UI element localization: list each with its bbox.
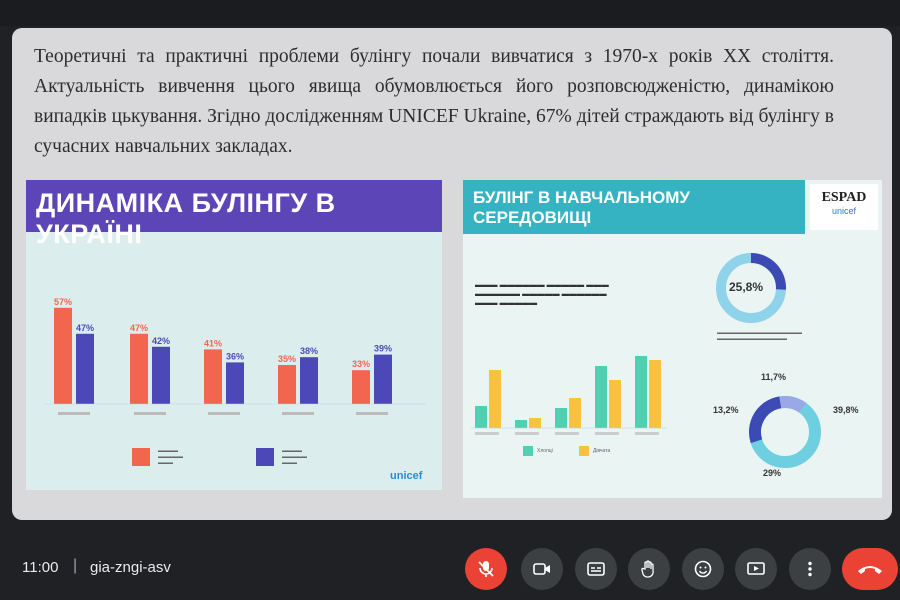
bar-a-1 [130,333,148,404]
bar-a-4 [352,370,370,404]
title-line-2: СЕРЕДОВИЩІ [473,208,592,227]
present-screen-button[interactable] [735,548,777,590]
mic-off-icon [478,561,494,577]
emoji-icon [694,560,712,578]
legend-boys-swatch [523,446,533,456]
rbar-girls-3 [609,380,621,428]
bar-label-b-2: 36% [226,351,244,361]
camera-icon [533,563,550,575]
dynamics-bar-chart: 57% 47% 47% 42% 41% 36% 35% 38% 33% 39% [44,297,426,415]
donut-value-3: 39,8% [833,405,859,415]
rbar-girls-4 [649,360,661,428]
hand-icon [641,560,654,578]
captions-icon [587,562,605,576]
category-tick-4 [356,412,388,415]
shared-screen: Теоретичні та практичні проблеми булінгу… [12,28,892,520]
mic-toggle-button[interactable] [465,548,507,590]
rcat-tick-4 [635,432,659,435]
school-bullying-title: БУЛІНГ В НАВЧАЛЬНОМУ СЕРЕДОВИЩІ [463,180,805,234]
title-line-1: БУЛІНГ В НАВЧАЛЬНОМУ [473,188,691,207]
bar-label-a-2: 41% [204,338,222,348]
bullying-dynamics-panel: ДИНАМІКА БУЛІНГУ В УКРАЇНІ 57% 47% 47% 42% 4… [26,180,442,490]
legend-swatch-b [256,448,274,466]
rbar-boys-0 [475,406,487,428]
category-tick-0 [58,412,90,415]
donut-bottom-segment-a [749,396,782,444]
donut-bottom-segment-b [779,396,807,413]
bar-label-b-1: 42% [152,336,170,346]
donut-value-1: 11,7% [761,372,787,382]
rbar-girls-2 [569,398,581,428]
school-bullying-panel: БУЛІНГ В НАВЧАЛЬНОМУ СЕРЕДОВИЩІ ESPAD un… [463,180,882,498]
bar-b-0 [76,333,94,404]
bar-label-b-0: 47% [76,323,94,333]
raise-hand-button[interactable] [628,548,670,590]
captions-button[interactable] [575,548,617,590]
donut-top-value: 25,8% [729,280,764,294]
donut-charts [716,253,821,468]
donut-top-segment [750,253,786,290]
legend-text-a: ▬▬▬▬ ▬▬▬▬▬ ▬▬▬ [158,448,183,466]
donut-top-note: ▬▬▬▬▬▬▬▬▬▬▬▬▬▬▬▬▬ ▬▬▬▬▬▬▬▬▬▬▬▬▬▬ [717,330,802,342]
meeting-code: gia-zngi-asv [90,559,171,576]
rbar-boys-2 [555,408,567,428]
bar-a-3 [278,365,296,404]
legend-boys-label: Хлопці [537,448,553,454]
bar-label-b-4: 39% [374,344,392,354]
category-tick-2 [208,412,240,415]
legend-text-b: ▬▬▬▬ ▬▬▬▬▬ ▬▬▬ [282,448,307,466]
end-call-icon [858,566,882,574]
unicef-small-logo: unicef [831,206,857,216]
more-options-button[interactable] [789,548,831,590]
bar-label-a-4: 33% [352,359,370,369]
legend-girls-label: Дівчата [593,448,611,454]
rcat-tick-1 [515,432,539,435]
bar-label-a-0: 57% [54,297,72,307]
category-tick-1 [134,412,166,415]
bar-label-a-1: 47% [130,323,148,333]
unicef-logo: unicef [390,470,423,482]
rbar-boys-1 [515,420,527,428]
meeting-time: 11:00 [22,559,59,576]
bar-a-2 [204,349,222,404]
rbar-girls-1 [529,418,541,428]
bar-b-1 [152,346,170,404]
toolbar-separator: | [73,557,78,574]
bar-b-3 [300,357,318,404]
rbar-boys-3 [595,366,607,428]
gender-bar-chart [471,356,667,435]
top-strip [0,0,900,26]
dynamics-title: ДИНАМІКА БУЛІНГУ В УКРАЇНІ [26,180,442,249]
survey-question: ▬▬▬ ▬▬▬▬▬▬ ▬▬▬▬▬ ▬▬▬ ▬▬▬▬▬▬ ▬▬▬▬▬ ▬▬▬▬▬▬ ▬… [475,280,609,307]
rcat-tick-3 [595,432,619,435]
bar-b-4 [374,354,392,404]
reactions-button[interactable] [682,548,724,590]
espad-logo: ESPAD [821,190,867,205]
bar-b-2 [226,362,244,404]
more-icon [808,561,812,577]
rbar-boys-4 [635,356,647,428]
espad-badge: ESPAD unicef [810,184,878,230]
intro-paragraph: Теоретичні та практичні проблеми булінгу… [34,46,834,157]
rcat-tick-2 [555,432,579,435]
end-call-button[interactable] [842,548,898,590]
bar-label-b-3: 38% [300,346,318,356]
donut-value-4: 29% [763,468,782,478]
donut-value-2: 13,2% [713,405,739,415]
present-icon [747,562,765,575]
category-tick-3 [282,412,314,415]
meeting-toolbar: 11:00 | gia-zngi-asv [0,540,900,600]
bar-label-a-3: 35% [278,354,296,364]
legend-girls-swatch [579,446,589,456]
legend-swatch-a [132,448,150,466]
rbar-girls-0 [489,370,501,428]
rcat-tick-0 [475,432,499,435]
camera-toggle-button[interactable] [521,548,563,590]
bar-a-0 [54,307,72,404]
